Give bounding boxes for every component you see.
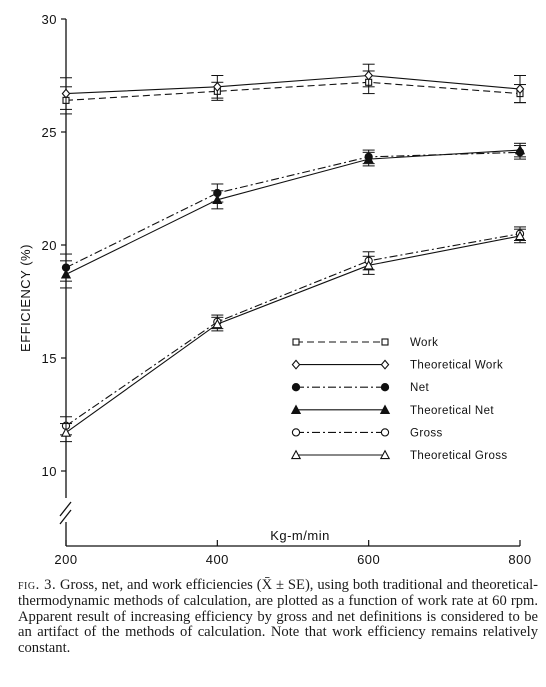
series-line bbox=[65, 235, 521, 434]
series-line bbox=[65, 149, 521, 275]
y-tick-label: 25 bbox=[42, 125, 57, 140]
legend-item: Theoretical Gross bbox=[290, 449, 508, 462]
legend-item: Theoretical Work bbox=[291, 359, 503, 372]
axes: 10 15 20 25 30 200 400 600 800 bbox=[42, 12, 532, 567]
data-point bbox=[212, 318, 223, 329]
series-line bbox=[65, 151, 521, 269]
legend-marker bbox=[379, 404, 391, 414]
legend-label: Work bbox=[410, 337, 438, 349]
legend-marker bbox=[291, 359, 301, 370]
x-tick-label: 200 bbox=[54, 552, 77, 567]
legend-label: Net bbox=[410, 382, 430, 394]
series-theoretical-net bbox=[60, 142, 526, 289]
legend-label: Theoretical Gross bbox=[410, 450, 508, 462]
series-theoretical-gross bbox=[60, 228, 526, 443]
y-tick-label: 10 bbox=[42, 464, 57, 479]
legend-item: Theoretical Net bbox=[290, 404, 494, 417]
data-point bbox=[514, 144, 526, 155]
x-tick-label: 800 bbox=[508, 552, 531, 567]
legend-marker bbox=[290, 449, 302, 460]
series-line bbox=[65, 74, 521, 95]
series-line bbox=[65, 81, 521, 101]
series-gross bbox=[60, 226, 526, 436]
y-axis-label: EFFICIENCY (%) bbox=[18, 244, 33, 352]
data-point bbox=[213, 81, 222, 92]
legend-label: Gross bbox=[410, 427, 443, 439]
figure-caption: fig. 3. Gross, net, and work efficiencie… bbox=[18, 577, 538, 657]
legend-label: Theoretical Net bbox=[410, 405, 494, 417]
legend-marker bbox=[292, 338, 300, 346]
legend-marker bbox=[380, 359, 390, 370]
legend-marker bbox=[379, 449, 391, 460]
y-tick-label: 15 bbox=[42, 351, 57, 366]
data-point bbox=[515, 84, 525, 95]
x-axis-label: Kg-m/min bbox=[270, 528, 330, 543]
figure-caption-label: fig. 3. bbox=[18, 577, 57, 593]
x-tick-label: 600 bbox=[357, 552, 380, 567]
data-point bbox=[212, 194, 223, 204]
series-layer bbox=[60, 63, 526, 443]
y-tick-label: 20 bbox=[42, 238, 57, 253]
y-axis-break-mark bbox=[59, 501, 72, 525]
legend-item: Net bbox=[291, 382, 430, 394]
x-tick-label: 400 bbox=[206, 552, 229, 567]
figure-caption-text: Gross, net, and work efficiencies (X̄ ± … bbox=[18, 577, 538, 657]
legend-marker bbox=[380, 428, 390, 437]
legend-marker bbox=[291, 428, 301, 437]
legend-label: Theoretical Work bbox=[410, 360, 503, 372]
legend-marker bbox=[291, 383, 301, 392]
data-point bbox=[364, 70, 373, 81]
y-tick-label: 30 bbox=[42, 12, 57, 27]
data-point bbox=[363, 259, 374, 270]
data-point bbox=[60, 427, 72, 437]
series-work bbox=[60, 70, 526, 115]
series-theoretical-work bbox=[60, 63, 526, 110]
series-line bbox=[65, 233, 521, 427]
data-point bbox=[514, 230, 526, 241]
data-point bbox=[363, 153, 374, 164]
series-net bbox=[60, 145, 526, 282]
legend-marker bbox=[381, 338, 389, 346]
legend-item: Work bbox=[292, 337, 438, 349]
legend-marker bbox=[380, 383, 390, 392]
chart: 10 15 20 25 30 200 400 600 800 Work Theoretical W… bbox=[18, 12, 532, 567]
legend-item: Gross bbox=[291, 427, 443, 439]
legend: Work Theoretical Work Net Theoretical Net Gr… bbox=[290, 337, 508, 462]
data-point bbox=[61, 88, 71, 99]
legend-marker bbox=[290, 404, 302, 414]
data-point bbox=[60, 269, 72, 279]
